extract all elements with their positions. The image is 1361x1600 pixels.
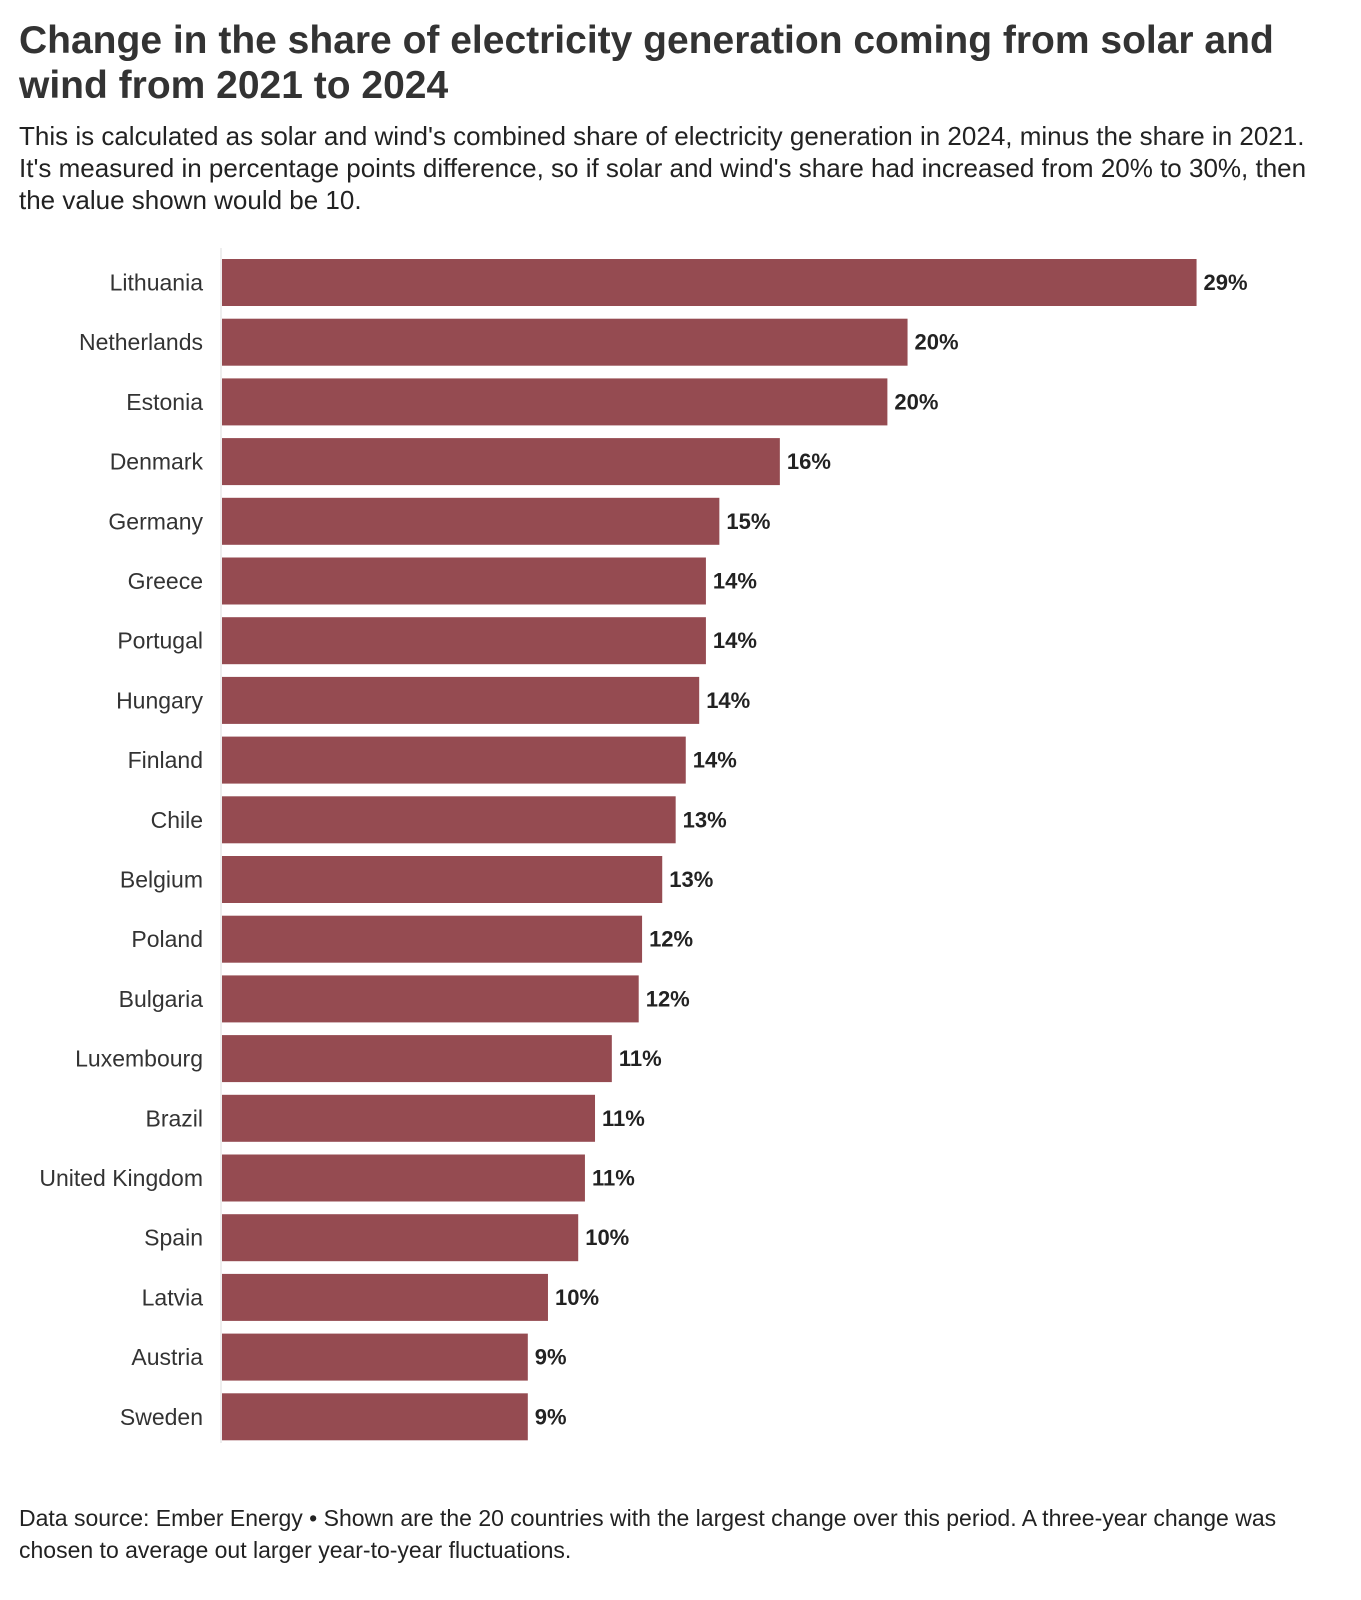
bars-group: Lithuania 29% Netherlands 20% Estonia 20% Denm… xyxy=(39,259,1248,1441)
value-label: 20% xyxy=(894,389,938,414)
value-label: 13% xyxy=(669,867,713,892)
value-label: 14% xyxy=(713,569,757,594)
bar-chart: Lithuania 29% Netherlands 20% Estonia 20% Denm… xyxy=(39,248,1248,1443)
category-label: Luxembourg xyxy=(75,1046,203,1072)
value-label: 14% xyxy=(693,748,737,773)
category-label: Chile xyxy=(151,807,203,833)
category-label: Belgium xyxy=(120,867,203,893)
category-label: Hungary xyxy=(116,687,203,713)
value-label: 20% xyxy=(915,330,959,355)
category-label: Portugal xyxy=(117,628,203,654)
bar xyxy=(222,557,706,605)
bar xyxy=(222,676,700,724)
bar xyxy=(222,736,686,784)
value-label: 14% xyxy=(713,628,757,653)
category-label: United Kingdom xyxy=(39,1165,203,1191)
bar xyxy=(222,438,780,486)
category-label: Denmark xyxy=(110,449,204,475)
data-source-footer: Data source: Ember Energy • Shown are th… xyxy=(19,1505,1277,1563)
value-label: 14% xyxy=(706,688,750,713)
value-label: 9% xyxy=(535,1404,567,1429)
bar xyxy=(222,1154,585,1202)
value-label: 11% xyxy=(619,1046,662,1071)
bar xyxy=(222,796,676,844)
category-label: Germany xyxy=(108,508,203,534)
category-label: Brazil xyxy=(145,1105,203,1131)
value-label: 16% xyxy=(787,449,831,474)
category-label: Greece xyxy=(128,568,203,594)
value-label: 15% xyxy=(726,509,770,534)
bar xyxy=(222,975,639,1023)
category-label: Lithuania xyxy=(110,270,204,296)
value-label: 29% xyxy=(1204,270,1248,295)
category-label: Austria xyxy=(131,1344,203,1370)
value-label: 10% xyxy=(585,1225,629,1250)
bar xyxy=(222,259,1197,306)
bar xyxy=(222,318,908,366)
category-label: Finland xyxy=(128,747,203,773)
value-label: 12% xyxy=(649,927,693,952)
chart-title: Change in the share of electricity gener… xyxy=(19,19,1274,107)
bar xyxy=(222,1035,612,1083)
value-label: 12% xyxy=(646,986,690,1011)
category-label: Spain xyxy=(144,1225,203,1251)
category-label: Bulgaria xyxy=(119,986,204,1012)
bar xyxy=(222,1393,528,1441)
bar xyxy=(222,1214,579,1262)
bar xyxy=(222,497,720,545)
value-label: 9% xyxy=(535,1345,567,1370)
value-label: 10% xyxy=(555,1285,599,1310)
bar xyxy=(222,378,888,426)
bar xyxy=(222,915,643,963)
value-label: 13% xyxy=(683,807,727,832)
bar xyxy=(222,617,706,665)
category-label: Sweden xyxy=(120,1404,203,1430)
bar xyxy=(222,1333,528,1381)
bar xyxy=(222,1273,548,1321)
value-label: 11% xyxy=(592,1166,635,1191)
category-label: Latvia xyxy=(142,1284,204,1310)
bar xyxy=(222,856,663,903)
value-label: 11% xyxy=(602,1106,645,1131)
category-label: Estonia xyxy=(126,389,203,415)
chart-subtitle: This is calculated as solar and wind's c… xyxy=(19,121,1307,215)
bar xyxy=(222,1094,596,1142)
category-label: Netherlands xyxy=(79,329,203,355)
category-label: Poland xyxy=(131,926,203,952)
